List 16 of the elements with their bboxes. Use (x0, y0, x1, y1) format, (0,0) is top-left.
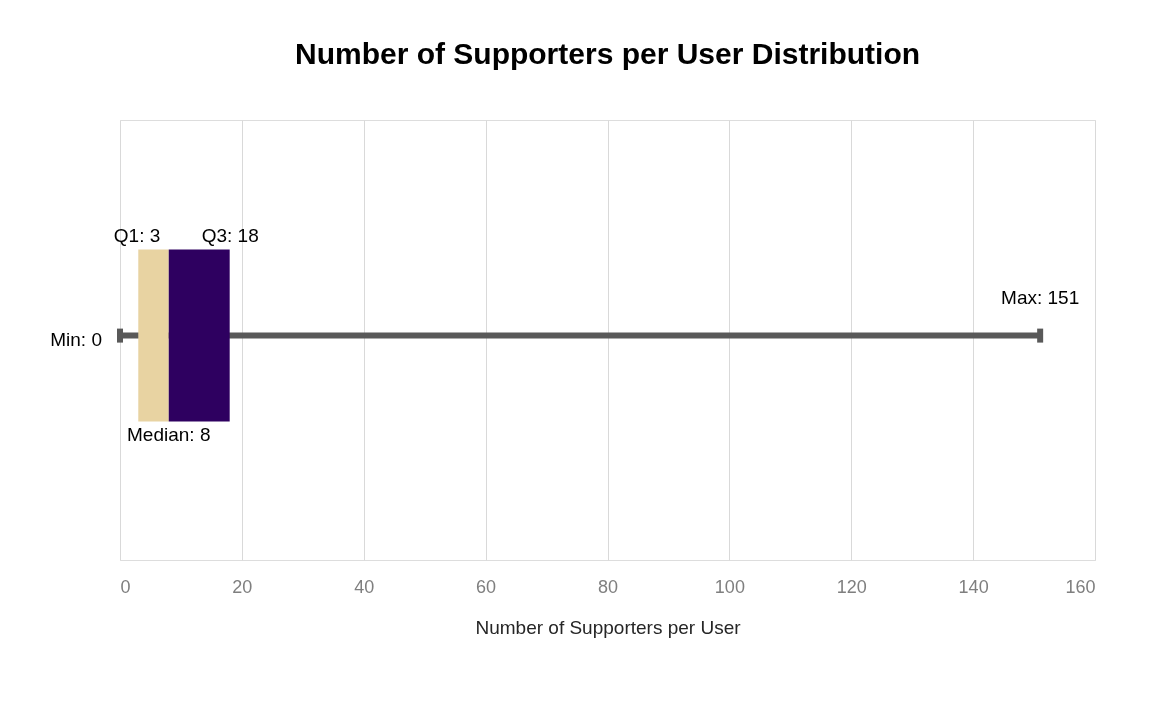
chart-title: Number of Supporters per User Distribution (294, 37, 921, 70)
x-tick-label: 100 (714, 576, 745, 597)
x-tick-label: 140 (958, 576, 989, 597)
x-tick-label: 120 (836, 576, 867, 597)
annotation: Max: 151 (1001, 286, 1080, 308)
annotation: Median: 8 (127, 423, 211, 445)
x-tick-label: 80 (597, 576, 619, 597)
x-tick-label: 20 (232, 576, 253, 597)
x-tick-label: 160 (1065, 576, 1096, 597)
annotation: Q3: 18 (201, 224, 259, 246)
x-tick-label: 40 (354, 576, 375, 597)
text: Min: 0 (50, 328, 102, 350)
x-tick-label: 0 (120, 576, 131, 597)
x-axis-title: Number of Supporters per User (475, 616, 742, 638)
annotation: Q1: 3 (113, 224, 161, 246)
x-tick-label: 60 (476, 576, 497, 597)
